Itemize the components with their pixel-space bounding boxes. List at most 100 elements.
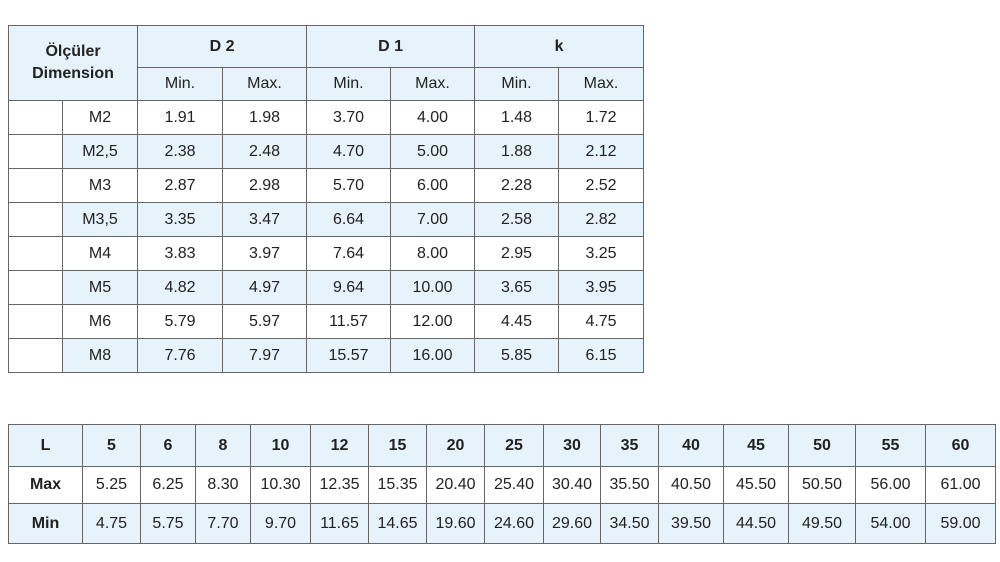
subheader: Min. [474, 67, 560, 101]
size-cell: M2,5 [61, 134, 139, 169]
subheader: Max. [390, 67, 476, 101]
size-cell: M3 [61, 168, 139, 203]
value-cell: 2.87 [137, 168, 224, 203]
size-cell: M2 [61, 100, 139, 135]
blank-cell [8, 202, 63, 237]
group-header: D 2 [137, 25, 308, 68]
length-table: L 5 6 8 10 12 15 20 25 30 35 40 45 50 55 60 Max 5.25 6.25 8… [8, 424, 996, 544]
value-cell: 4.45 [474, 304, 560, 339]
value-cell: 2.58 [474, 202, 560, 237]
size-cell: M3,5 [61, 202, 139, 237]
value-cell: 6.25 [140, 466, 196, 504]
size-cell: M6 [61, 304, 139, 339]
corner-cell: Ölçüler Dimension [7, 25, 139, 101]
value-cell: 7.76 [137, 338, 224, 373]
value-cell: 55 [855, 424, 926, 467]
data-row: M3 2.87 2.98 5.70 6.00 2.28 2.52 [8, 168, 645, 203]
blank-cell [8, 270, 63, 305]
value-cell: 2.82 [558, 202, 645, 237]
value-cell: 12.35 [310, 466, 369, 504]
value-cell: 8 [195, 424, 251, 467]
value-cell: 5.85 [474, 338, 560, 373]
value-cell: 29.60 [543, 503, 601, 544]
value-cell: 61.00 [925, 466, 996, 504]
subheader: Max. [558, 67, 645, 101]
value-cell: 10.00 [390, 270, 476, 305]
value-cell: 35.50 [600, 466, 659, 504]
value-cell: 7.70 [195, 503, 251, 544]
data-row: M5 4.82 4.97 9.64 10.00 3.65 3.95 [8, 270, 645, 305]
value-cell: 25 [484, 424, 544, 467]
value-cell: 50.50 [788, 466, 856, 504]
value-cell: 5.25 [82, 466, 141, 504]
blank-cell [8, 168, 63, 203]
value-cell: 4.75 [558, 304, 645, 339]
value-cell: 30.40 [543, 466, 601, 504]
row-label: Min [8, 503, 83, 544]
value-cell: 35 [600, 424, 659, 467]
value-cell: 15.57 [306, 338, 392, 373]
value-cell: 3.70 [306, 100, 392, 135]
value-cell: 59.00 [925, 503, 996, 544]
value-cell: 2.12 [558, 134, 645, 169]
value-cell: 2.38 [137, 134, 224, 169]
value-cell: 8.00 [390, 236, 476, 271]
value-cell: 20 [426, 424, 485, 467]
value-cell: 2.95 [474, 236, 560, 271]
value-cell: 45.50 [723, 466, 789, 504]
subheader: Min. [306, 67, 392, 101]
value-cell: 4.97 [222, 270, 308, 305]
value-cell: 5.00 [390, 134, 476, 169]
length-row: Min 4.75 5.75 7.70 9.70 11.65 14.65 19.60 24.60 2… [8, 503, 996, 544]
value-cell: 4.75 [82, 503, 141, 544]
value-cell: 9.64 [306, 270, 392, 305]
value-cell: 5.70 [306, 168, 392, 203]
value-cell: 49.50 [788, 503, 856, 544]
value-cell: 14.65 [368, 503, 427, 544]
value-cell: 56.00 [855, 466, 926, 504]
subheader: Max. [222, 67, 308, 101]
value-cell: 2.28 [474, 168, 560, 203]
value-cell: 1.88 [474, 134, 560, 169]
blank-cell [8, 236, 63, 271]
value-cell: 54.00 [855, 503, 926, 544]
value-cell: 5.97 [222, 304, 308, 339]
value-cell: 5.75 [140, 503, 196, 544]
value-cell: 1.72 [558, 100, 645, 135]
blank-cell [8, 134, 63, 169]
value-cell: 25.40 [484, 466, 544, 504]
value-cell: 10.30 [250, 466, 311, 504]
value-cell: 30 [543, 424, 601, 467]
data-row: M3,5 3.35 3.47 6.64 7.00 2.58 2.82 [8, 202, 645, 237]
value-cell: 2.48 [222, 134, 308, 169]
value-cell: 3.65 [474, 270, 560, 305]
value-cell: 15 [368, 424, 427, 467]
value-cell: 2.98 [222, 168, 308, 203]
value-cell: 3.47 [222, 202, 308, 237]
group-header: k [474, 25, 645, 68]
data-row: M2 1.91 1.98 3.70 4.00 1.48 1.72 [8, 100, 645, 135]
subheader-row: Min. Max. Min. Max. Min. Max. [9, 67, 645, 101]
subheader: Min. [137, 67, 224, 101]
value-cell: 9.70 [250, 503, 311, 544]
value-cell: 6.15 [558, 338, 645, 373]
value-cell: 19.60 [426, 503, 485, 544]
data-row: M8 7.76 7.97 15.57 16.00 5.85 6.15 [8, 338, 645, 373]
corner-text: Dimension [32, 65, 114, 82]
length-header-row: L 5 6 8 10 12 15 20 25 30 35 40 45 50 55 60 [8, 424, 996, 467]
value-cell: 10 [250, 424, 311, 467]
blank-cell [8, 338, 63, 373]
value-cell: 44.50 [723, 503, 789, 544]
value-cell: 3.25 [558, 236, 645, 271]
group-header: D 1 [306, 25, 476, 68]
value-cell: 4.00 [390, 100, 476, 135]
value-cell: 16.00 [390, 338, 476, 373]
value-cell: 1.91 [137, 100, 224, 135]
value-cell: 3.97 [222, 236, 308, 271]
value-cell: 60 [925, 424, 996, 467]
value-cell: 4.82 [137, 270, 224, 305]
value-cell: 1.48 [474, 100, 560, 135]
